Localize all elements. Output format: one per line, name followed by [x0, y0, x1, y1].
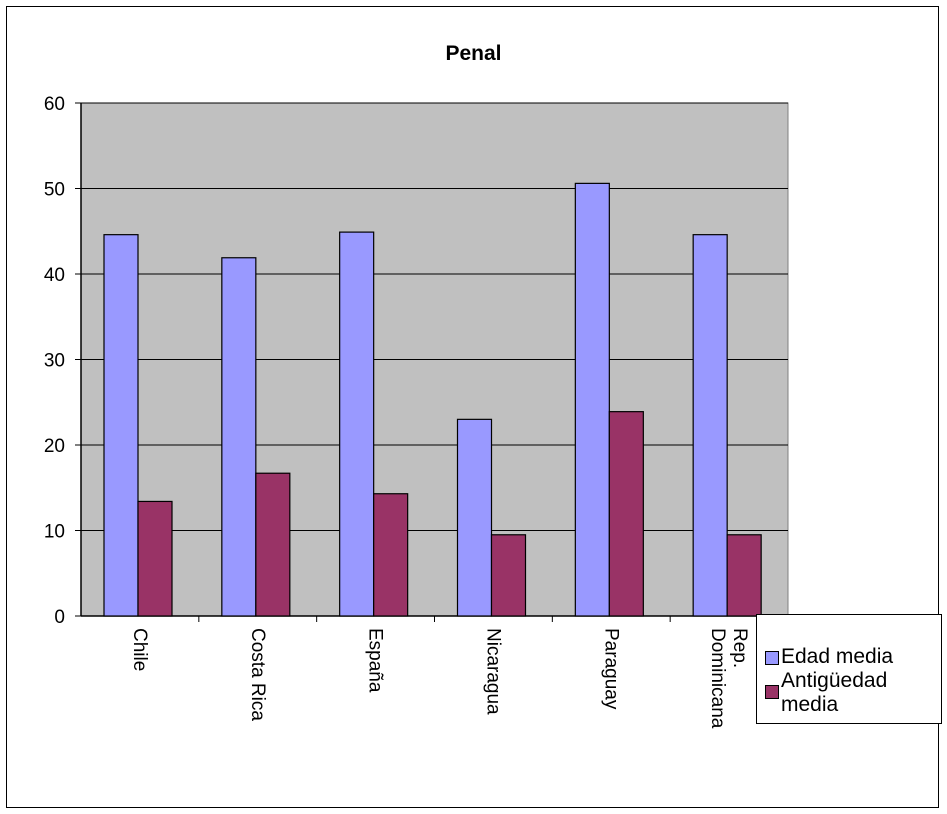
- x-tick-label: España: [365, 628, 386, 693]
- x-tick-label: Nicaragua: [482, 628, 503, 715]
- bar: [103, 234, 139, 617]
- x-tick-label: Paraguay: [600, 628, 621, 710]
- bar: [221, 257, 257, 617]
- bar: [574, 182, 610, 617]
- legend-label-edad-media: Edad media: [781, 645, 894, 668]
- y-tick-label: 30: [44, 351, 65, 372]
- bar: [373, 493, 409, 617]
- x-tick-label: Chile: [129, 628, 150, 671]
- y-tick-label: 60: [44, 94, 65, 115]
- x-tick-label: Dominicana: [707, 628, 728, 729]
- x-tick-label: Costa Rica: [247, 628, 268, 721]
- bar: [490, 534, 527, 617]
- bar: [726, 534, 762, 617]
- legend-swatch-antiguedad-media: [765, 685, 779, 699]
- bar: [456, 418, 493, 617]
- legend-swatch-edad-media: [765, 651, 779, 665]
- chart-title: Penal: [445, 42, 502, 65]
- y-tick-label: 50: [44, 180, 65, 201]
- bar: [137, 500, 173, 617]
- x-tick-label: Rep.: [729, 628, 750, 668]
- bar: [255, 472, 291, 617]
- bar: [608, 411, 644, 617]
- bar: [339, 231, 375, 617]
- legend: Edad media Antigüedad media: [756, 614, 942, 724]
- y-tick-label: 40: [44, 265, 65, 286]
- y-tick-label: 10: [44, 522, 65, 543]
- bar: [692, 234, 728, 617]
- y-tick-label: 0: [54, 607, 65, 628]
- legend-label-antiguedad-media: Antigüedad media: [781, 669, 888, 716]
- y-tick-label: 20: [44, 436, 65, 457]
